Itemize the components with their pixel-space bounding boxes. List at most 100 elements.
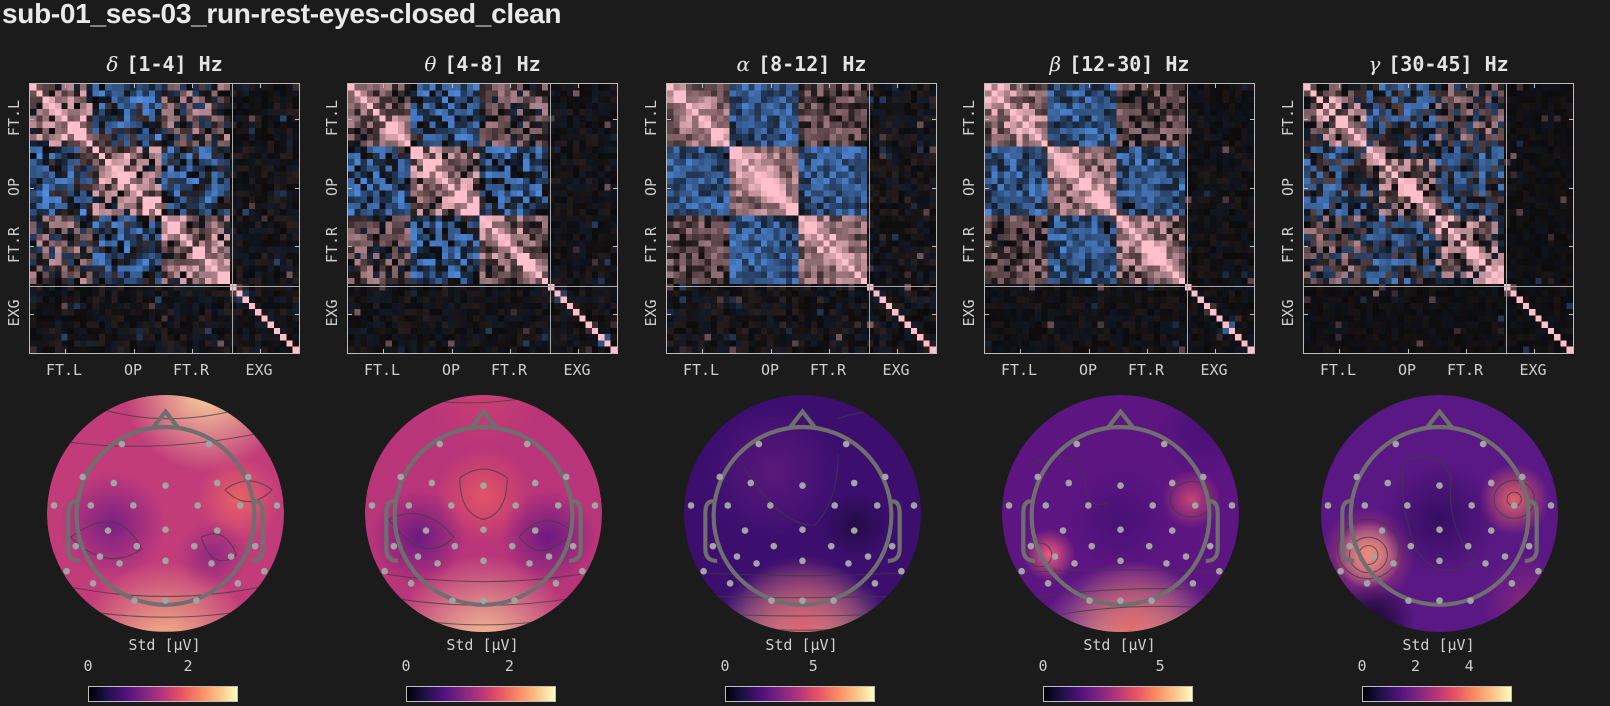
- electrode-marker: [397, 473, 405, 481]
- electrode-marker: [1073, 440, 1081, 448]
- nose-icon: [1105, 408, 1136, 430]
- y-tick-mark: [985, 314, 989, 315]
- band-range: [1-4] Hz: [126, 52, 223, 76]
- electrode-marker: [1182, 553, 1190, 560]
- contour-line: [1401, 456, 1476, 571]
- electrode-marker: [591, 502, 599, 509]
- electrode-marker: [449, 597, 456, 604]
- electrode-marker: [1405, 597, 1412, 604]
- topomap: [1002, 395, 1239, 632]
- electrode-marker: [50, 502, 58, 509]
- electrode-marker: [1390, 560, 1397, 567]
- electrode-marker: [512, 502, 520, 509]
- y-tick-mark: [932, 314, 936, 315]
- contour-line: [459, 468, 508, 520]
- block-separator-horizontal: [667, 286, 936, 287]
- colorbar: [725, 686, 875, 702]
- x-axis-label-ft-l: FT.L: [682, 361, 720, 379]
- electrode-marker: [1508, 580, 1516, 587]
- electrode-marker: [273, 502, 281, 509]
- band-greek-symbol: δ: [106, 52, 119, 76]
- electrode-marker: [1168, 479, 1176, 487]
- y-tick-mark: [932, 188, 936, 189]
- right-ear-icon: [887, 499, 902, 563]
- electrode-marker: [741, 527, 749, 534]
- x-axis-label-exg: EXG: [563, 361, 591, 379]
- x-tick-mark: [1089, 84, 1090, 88]
- left-ear-icon: [66, 499, 81, 563]
- topomap-svg: [47, 395, 284, 632]
- electrode-marker: [850, 527, 858, 534]
- y-tick-mark: [1250, 314, 1254, 315]
- electrode-marker: [531, 479, 539, 487]
- y-tick-mark: [932, 246, 936, 247]
- y-tick-mark: [30, 119, 34, 120]
- contour-line: [70, 521, 143, 560]
- block-separator-horizontal: [985, 286, 1254, 287]
- y-tick-mark: [613, 314, 617, 315]
- electrode-marker: [194, 502, 202, 509]
- electrode-marker: [799, 557, 806, 565]
- y-tick-mark: [667, 188, 671, 189]
- head-outline: [384, 408, 583, 607]
- y-tick-mark: [295, 119, 299, 120]
- x-tick-mark: [897, 84, 898, 88]
- colorbar: [88, 686, 238, 702]
- electrode-marker: [480, 597, 487, 604]
- contour-line: [200, 533, 238, 562]
- electrode-marker: [1088, 542, 1096, 550]
- y-tick-mark: [1250, 119, 1254, 120]
- x-tick-mark: [829, 349, 830, 353]
- electrode-marker: [368, 502, 376, 509]
- x-tick-mark: [1408, 349, 1409, 353]
- x-axis-label-ft-l: FT.L: [1000, 361, 1038, 379]
- electrode-marker: [1436, 526, 1443, 534]
- electrode-marker: [236, 502, 244, 509]
- colorbar-tick-label: 0: [401, 657, 411, 675]
- electrode-marker: [405, 502, 413, 509]
- x-axis-label-ft-r: FT.R: [809, 361, 847, 379]
- left-ear-icon: [1021, 499, 1036, 563]
- y-tick-mark: [1569, 188, 1573, 189]
- colorbar-label: Std [µV]: [1402, 636, 1475, 654]
- correlation-matrix: [666, 83, 937, 354]
- y-tick-mark: [667, 314, 671, 315]
- electrode-marker: [1199, 473, 1207, 481]
- electrode-marker: [72, 542, 80, 550]
- electrode-marker: [1384, 479, 1392, 487]
- electrode-marker: [881, 473, 889, 481]
- y-tick-mark: [985, 119, 989, 120]
- head-circle: [74, 424, 257, 607]
- electrode-marker: [845, 560, 852, 567]
- x-tick-mark: [1466, 84, 1467, 88]
- electrode-marker: [1403, 502, 1411, 509]
- electrode-marker: [1117, 597, 1124, 604]
- band-greek-symbol: γ: [1368, 52, 1381, 76]
- y-tick-mark: [1569, 314, 1573, 315]
- colorbar-tick-label: 2: [504, 657, 514, 675]
- colorbar-label: Std [µV]: [765, 636, 838, 654]
- y-tick-mark: [1304, 188, 1308, 189]
- x-tick-mark: [452, 349, 453, 353]
- x-tick-mark: [65, 349, 66, 353]
- x-tick-mark: [260, 349, 261, 353]
- electrode-marker: [1467, 597, 1474, 604]
- panel-delta: δ [1-4] Hz FT.L OP FT.R EXG FT.L OP FT.R EXG Std […: [0, 0, 327, 706]
- x-axis-label-op: OP: [1078, 361, 1098, 379]
- y-axis-label-ft-r: FT.R: [323, 226, 341, 264]
- electrode-marker: [1518, 473, 1526, 481]
- electrode-marker: [753, 560, 760, 567]
- figure-title: sub-01_ses-03_run-rest-eyes-closed_clean: [2, 0, 562, 29]
- contour-line: [388, 512, 455, 550]
- y-axis-label-op: OP: [960, 177, 978, 197]
- electrode-marker: [116, 560, 123, 567]
- band-range: [12-30] Hz: [1069, 52, 1190, 76]
- contour-line: [1025, 456, 1109, 506]
- x-axis-label-op: OP: [760, 361, 780, 379]
- electrode-marker: [1479, 440, 1487, 448]
- colorbar-tick-label: 2: [183, 657, 193, 675]
- topomap-svg: [684, 395, 921, 632]
- electrode-marker: [428, 479, 436, 487]
- y-axis-label-op: OP: [323, 177, 341, 197]
- electrode-marker: [480, 482, 487, 489]
